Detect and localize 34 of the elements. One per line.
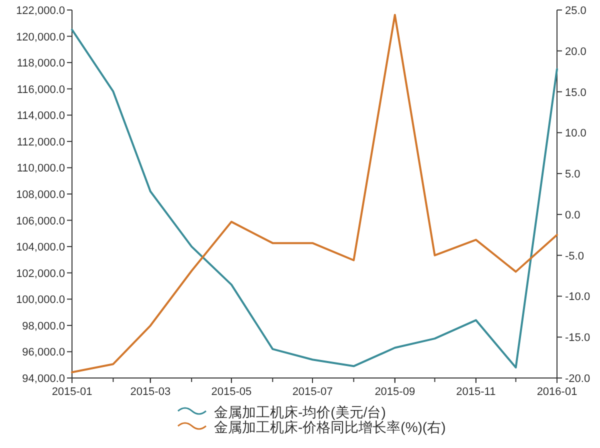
x-tick-label: 2015-07	[292, 386, 333, 398]
y2-tick-label: -10.0	[565, 291, 590, 304]
x-tick-label: 2015-09	[374, 386, 416, 398]
y-tick-label: 106,000.0	[16, 215, 65, 228]
y2-tick-label: -5.0	[565, 250, 584, 262]
x-tick-label: 2015-05	[211, 386, 252, 398]
y-tick-label: 114,000.0	[16, 110, 65, 122]
y-tick-label: 94,000.0	[22, 373, 65, 385]
y-tick-label: 102,000.0	[16, 268, 65, 280]
x-tick-label: 2015-03	[130, 386, 171, 398]
y2-tick-label: -20.0	[565, 373, 590, 385]
y-tick-label: 96,000.0	[22, 346, 65, 359]
y-tick-label: 110,000.0	[16, 162, 65, 175]
y-tick-label: 118,000.0	[16, 58, 65, 70]
y2-tick-label: 10.0	[565, 128, 586, 140]
y-tick-label: 98,000.0	[22, 320, 65, 332]
x-tick-label: 2015-01	[52, 386, 92, 398]
y2-tick-label: 0.0	[565, 209, 580, 222]
y2-tick-label: 5.0	[565, 168, 580, 181]
y-tick-label: 100,000.0	[16, 294, 65, 306]
legend-label: 金属加工机床-价格同比增长率(%)(右)	[214, 419, 446, 435]
y-tick-label: 104,000.0	[16, 242, 65, 254]
x-tick-label: 2016-01	[536, 386, 578, 398]
y2-tick-label: 15.0	[565, 86, 586, 99]
y-tick-label: 120,000.0	[16, 31, 65, 44]
y-tick-label: 108,000.0	[16, 189, 65, 201]
y2-tick-label: 25.0	[565, 5, 586, 17]
x-tick-label: 2015-11	[456, 386, 496, 398]
y-tick-label: 122,000.0	[16, 5, 65, 17]
legend-label: 金属加工机床-均价(美元/台)	[214, 404, 386, 420]
y2-tick-label: -15.0	[565, 332, 590, 344]
y2-tick-label: 20.0	[565, 46, 586, 58]
y-tick-label: 112,000.0	[16, 136, 65, 148]
y-tick-label: 116,000.0	[16, 84, 65, 96]
